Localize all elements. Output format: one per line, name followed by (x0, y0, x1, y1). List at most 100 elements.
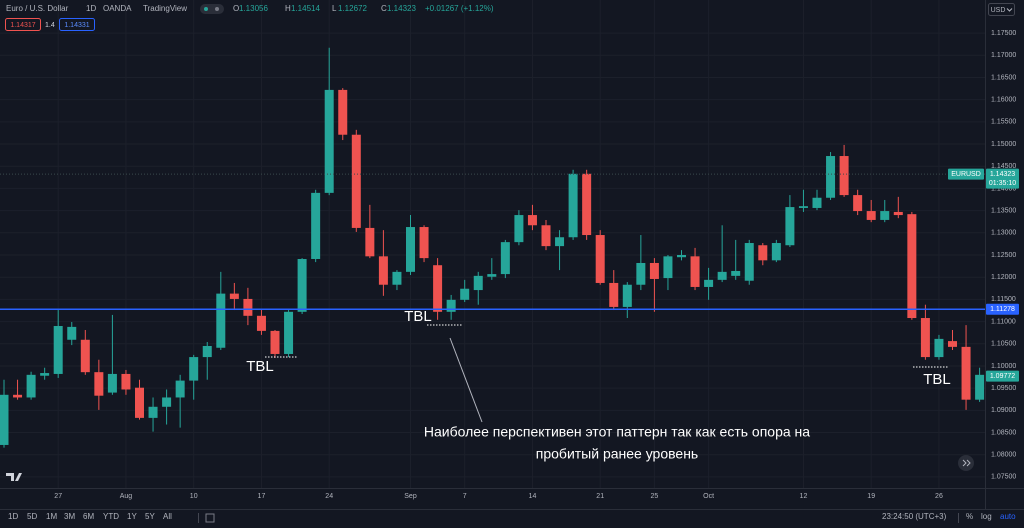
candle-body (297, 258, 307, 312)
x-tick-label: 25 (651, 493, 659, 500)
candle-body (609, 282, 619, 307)
y-tick-label: 1.11500 (991, 296, 1016, 303)
y-tick-label: 1.12500 (991, 252, 1016, 259)
candle-body (839, 156, 849, 196)
candle-body (812, 197, 822, 208)
range-button[interactable]: 1Y (127, 512, 137, 521)
ask-box[interactable] (59, 18, 95, 31)
caption: Наиболее перспективен этот паттерн так к… (424, 424, 810, 440)
candle-body (148, 406, 158, 418)
ohlc-legend: O 1.13056 H 1.14514 L 1.12672 C 1.14323 (233, 4, 416, 13)
x-tick-label: 7 (463, 493, 467, 500)
tbl-label: TBL (923, 371, 951, 388)
candle-body (351, 134, 361, 228)
candle-body (162, 397, 172, 407)
scale-option[interactable]: log (981, 512, 992, 521)
candle-body (311, 192, 321, 259)
scale-option[interactable]: % (966, 512, 973, 521)
x-tick-label: 10 (190, 493, 198, 500)
candle-body (555, 237, 565, 247)
bid[interactable]: 1.14317 (10, 22, 35, 29)
x-tick-label: 21 (596, 493, 604, 500)
x-tick-label: 24 (325, 493, 333, 500)
caption: пробитый ранее уровень (536, 446, 698, 462)
candle-body (0, 394, 9, 445)
x-tick-label: 26 (935, 493, 943, 500)
currency[interactable]: USD (991, 7, 1006, 14)
candle-body (704, 279, 714, 287)
status-dot (215, 7, 219, 11)
spread: 1.4 (45, 22, 55, 29)
interval: 1D (86, 4, 96, 13)
x-tick-label: 17 (258, 493, 266, 500)
legend-value: 1.14323 (387, 4, 416, 13)
candle-body (121, 373, 131, 390)
logo (6, 473, 22, 481)
candle-body (785, 207, 795, 246)
x-tick-label: 27 (54, 493, 62, 500)
y-tick-label: 1.16500 (991, 74, 1016, 81)
candle-body (866, 211, 876, 220)
y-tick-label: 1.14000 (991, 185, 1016, 192)
y-tick-label: 1.10500 (991, 341, 1016, 348)
range-button[interactable]: All (163, 512, 172, 521)
x-tick-label: 12 (800, 493, 808, 500)
range-button[interactable]: 1M (46, 512, 57, 521)
range-button[interactable]: 5D (27, 512, 37, 521)
price-tag (986, 168, 1019, 189)
range-button[interactable]: 1D (8, 512, 18, 521)
range-button[interactable]: 6M (83, 512, 94, 521)
clock: 23:24:50 (UTC+3) (882, 512, 947, 521)
overlay-layer: 1.11278 1.14323 01:35:10 EURUSD 1.09772 (0, 168, 1019, 382)
candle-body (229, 293, 239, 299)
candle-body (649, 262, 659, 279)
candle-body (419, 227, 429, 259)
candle-body (473, 275, 483, 291)
date-range-icon[interactable] (205, 513, 215, 523)
price-tag-label: 1.09772 (990, 373, 1015, 380)
candle-body (893, 211, 903, 216)
candle-body (202, 345, 212, 358)
candle-body (256, 315, 266, 331)
bid-box[interactable] (5, 18, 41, 31)
candle-body (771, 243, 781, 261)
x-tick-label: 14 (529, 493, 537, 500)
legend-key: H (285, 4, 291, 13)
status-pill[interactable] (200, 4, 224, 14)
scale-option[interactable]: auto (1000, 512, 1016, 521)
range-button[interactable]: YTD (103, 512, 119, 521)
candle-body (175, 380, 185, 398)
y-tick-label: 1.15500 (991, 119, 1016, 126)
legend-value: 1.13056 (239, 4, 268, 13)
candle-body (758, 245, 768, 261)
y-tick-label: 1.10000 (991, 363, 1016, 370)
range-button[interactable]: 3M (64, 512, 75, 521)
candle-body (934, 338, 944, 358)
candle-body (798, 206, 808, 208)
y-tick-label: 1.11000 (991, 318, 1016, 325)
candle-body (460, 288, 470, 300)
candle-body (216, 293, 226, 348)
candle-body (135, 387, 144, 418)
symbol-tag (948, 168, 984, 180)
candle-body (80, 339, 90, 373)
candle-body (13, 394, 23, 398)
candle-body (189, 357, 199, 381)
candle-body (433, 265, 443, 312)
candle-body (243, 298, 253, 316)
bottom-bar: 1D 5D 1M 3M 6M YTD 1Y 5Y All% log auto (8, 512, 1016, 521)
candle-body (338, 89, 348, 135)
exchange: OANDA (103, 4, 132, 13)
ask[interactable]: 1.14331 (64, 22, 89, 29)
y-tick-label: 1.13500 (991, 207, 1016, 214)
range-button[interactable]: 5Y (145, 512, 155, 521)
y-tick-label: 1.09000 (991, 407, 1016, 414)
candle-body (527, 215, 537, 226)
change: +0.01267 (+1.12%) (425, 4, 494, 13)
x-tick-label: Aug (120, 493, 133, 500)
currency-box[interactable] (988, 3, 1015, 16)
currency-caret (1006, 8, 1013, 12)
candle-body (744, 243, 754, 281)
